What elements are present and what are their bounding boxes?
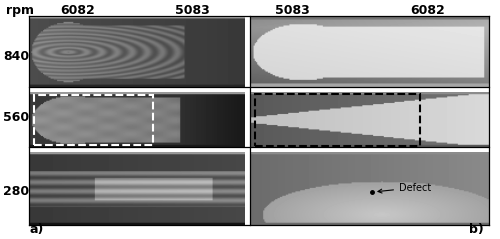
Bar xyxy=(34,95,153,145)
Text: 840: 840 xyxy=(4,50,30,63)
Text: 560: 560 xyxy=(4,111,30,124)
Text: 5083: 5083 xyxy=(175,4,210,16)
Text: a): a) xyxy=(29,223,43,236)
Text: b): b) xyxy=(469,223,484,236)
Text: 5083: 5083 xyxy=(275,4,310,16)
Bar xyxy=(255,94,420,146)
Text: rpm: rpm xyxy=(6,4,34,16)
Text: Defect: Defect xyxy=(378,183,431,193)
Text: 6082: 6082 xyxy=(410,4,445,16)
Text: 6082: 6082 xyxy=(60,4,95,16)
Text: 280: 280 xyxy=(4,185,30,198)
